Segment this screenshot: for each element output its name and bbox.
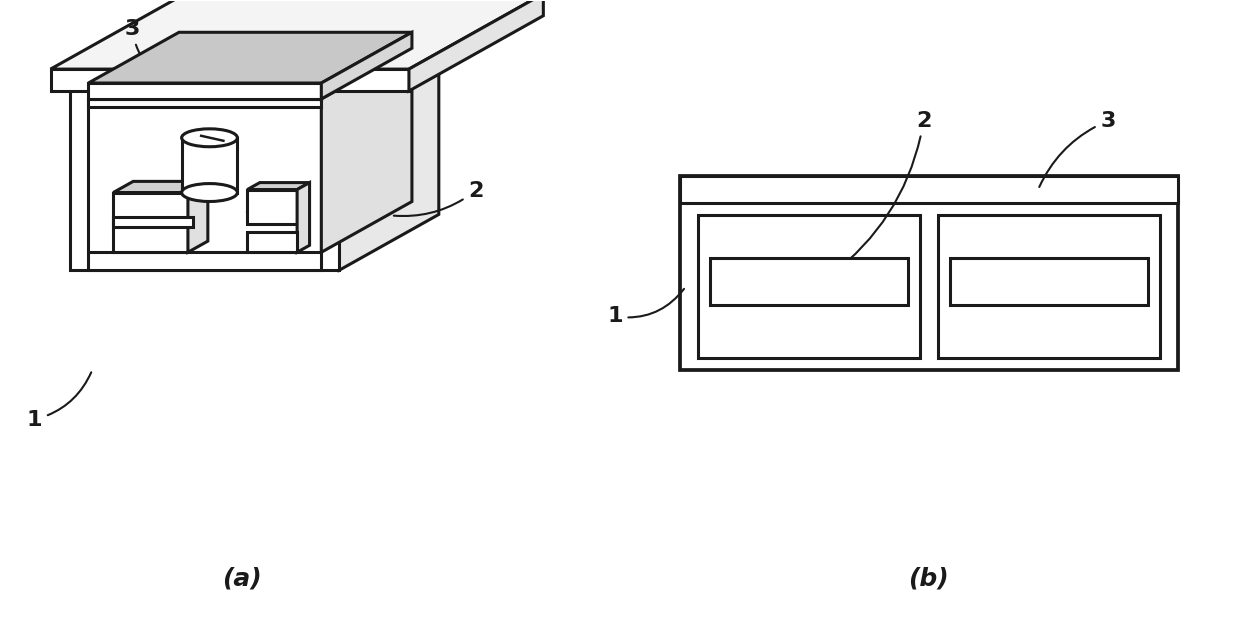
Polygon shape bbox=[88, 48, 412, 99]
Bar bbox=[247, 189, 298, 224]
Polygon shape bbox=[409, 0, 543, 91]
Polygon shape bbox=[321, 32, 412, 99]
Text: 1: 1 bbox=[27, 372, 92, 429]
Bar bbox=[698, 216, 920, 358]
Bar bbox=[71, 81, 340, 270]
Polygon shape bbox=[51, 0, 543, 69]
Polygon shape bbox=[88, 32, 412, 83]
Bar bbox=[113, 217, 193, 227]
Ellipse shape bbox=[181, 129, 237, 147]
Polygon shape bbox=[340, 25, 439, 270]
Bar bbox=[113, 192, 188, 253]
Bar bbox=[51, 69, 409, 91]
Bar bbox=[680, 176, 1178, 204]
Bar bbox=[950, 258, 1148, 305]
Bar bbox=[680, 176, 1178, 370]
Bar bbox=[181, 138, 237, 192]
Polygon shape bbox=[113, 181, 208, 192]
Bar bbox=[88, 83, 321, 99]
Polygon shape bbox=[247, 182, 310, 189]
Text: (b): (b) bbox=[909, 567, 949, 591]
Text: (a): (a) bbox=[222, 567, 262, 591]
Bar bbox=[88, 253, 321, 270]
Polygon shape bbox=[188, 181, 208, 253]
Ellipse shape bbox=[181, 184, 237, 201]
Text: 3: 3 bbox=[124, 19, 170, 84]
Text: 3: 3 bbox=[1039, 111, 1116, 187]
Bar bbox=[247, 232, 298, 253]
Text: 2: 2 bbox=[394, 181, 484, 216]
Text: 2: 2 bbox=[831, 111, 931, 275]
Polygon shape bbox=[71, 25, 439, 81]
Polygon shape bbox=[321, 48, 412, 252]
Bar bbox=[937, 216, 1159, 358]
Text: 1: 1 bbox=[608, 289, 684, 326]
Bar bbox=[88, 99, 321, 107]
Bar bbox=[709, 258, 908, 305]
Polygon shape bbox=[298, 182, 310, 253]
